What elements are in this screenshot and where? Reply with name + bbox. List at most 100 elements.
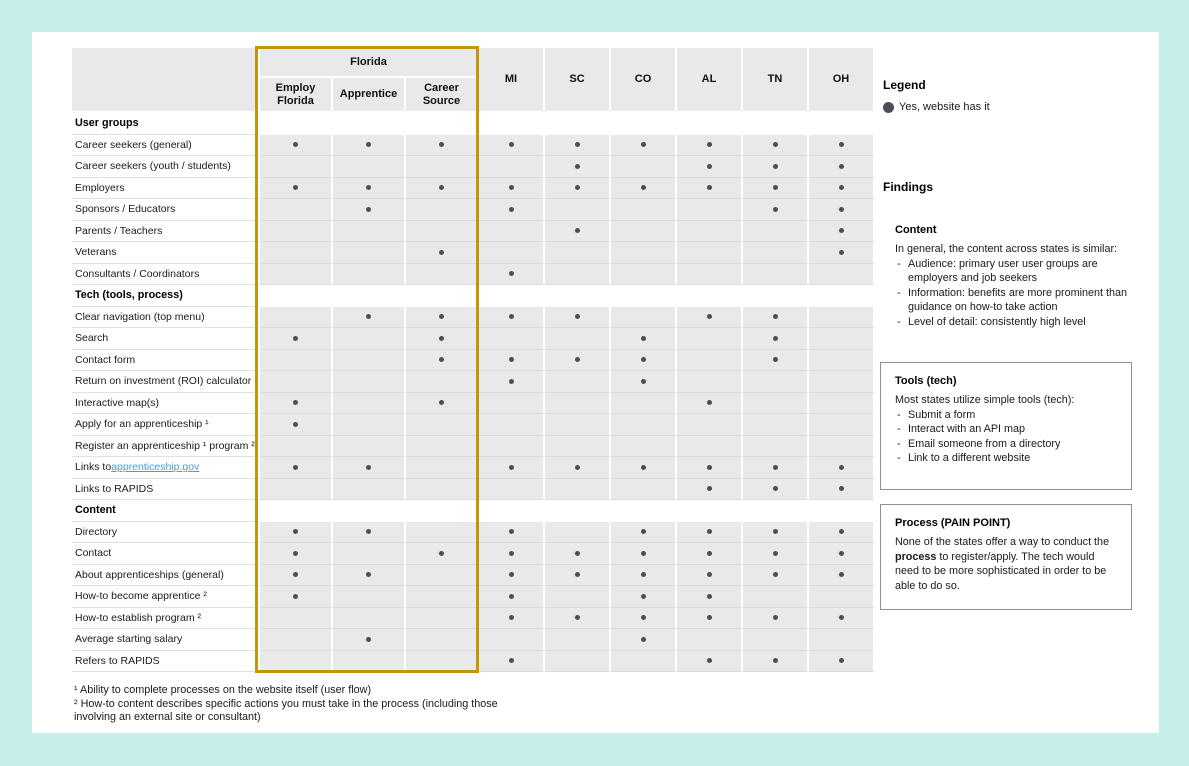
yes-dot — [293, 529, 298, 535]
matrix-cell — [743, 371, 809, 393]
findings-content-list: Audience: primary user user groups are e… — [895, 257, 1132, 330]
matrix-cell — [611, 650, 677, 672]
matrix-cell — [260, 478, 333, 500]
matrix-cell — [545, 435, 611, 457]
matrix-cell — [479, 263, 545, 285]
matrix-cell — [260, 414, 333, 436]
matrix-cell — [333, 414, 406, 436]
yes-dot — [574, 163, 580, 169]
matrix-cell — [611, 306, 677, 328]
yes-dot — [439, 142, 444, 148]
matrix-cell — [677, 328, 743, 350]
matrix-cell — [545, 199, 611, 221]
matrix-cell — [406, 478, 479, 500]
matrix-cell — [611, 263, 677, 285]
yes-dot — [706, 615, 712, 621]
matrix-cell — [545, 586, 611, 608]
yes-dot — [838, 163, 844, 169]
row-label: Apply for an apprenticeship ¹ — [72, 414, 260, 436]
yes-dot — [508, 550, 514, 556]
matrix-cell — [545, 220, 611, 242]
matrix-cell — [809, 564, 875, 586]
matrix-cell — [743, 414, 809, 436]
yes-dot — [366, 529, 371, 535]
yes-dot — [640, 550, 646, 556]
matrix-cell — [677, 392, 743, 414]
matrix-cell — [406, 263, 479, 285]
matrix-cell — [545, 457, 611, 479]
matrix-cell — [479, 220, 545, 242]
matrix-cell — [479, 650, 545, 672]
yes-dot — [838, 658, 844, 664]
findings-process-body: None of the states offer a way to conduc… — [895, 536, 1110, 592]
yes-dot — [574, 185, 580, 191]
footnotes: ¹ Ability to complete processes on the w… — [74, 684, 529, 725]
matrix-cell — [809, 328, 875, 350]
matrix-cell — [611, 435, 677, 457]
matrix-cell — [545, 414, 611, 436]
matrix-cell — [479, 586, 545, 608]
matrix-cell — [479, 414, 545, 436]
matrix-cell — [809, 306, 875, 328]
matrix-cell — [743, 543, 809, 565]
row-label: Refers to RAPIDS — [72, 650, 260, 672]
yes-dot — [706, 593, 712, 599]
matrix-cell — [333, 199, 406, 221]
matrix-cell — [260, 392, 333, 414]
matrix-cell — [677, 349, 743, 371]
matrix-cell — [406, 586, 479, 608]
matrix-cell — [677, 220, 743, 242]
matrix-cell — [611, 457, 677, 479]
yes-dot — [838, 464, 844, 470]
yes-dot — [838, 228, 844, 234]
apprenticeship-gov-link[interactable]: apprenticeship.gov — [111, 461, 200, 474]
matrix-cell — [260, 328, 333, 350]
yes-dot — [706, 185, 712, 191]
matrix-cell — [677, 156, 743, 178]
matrix-cell — [545, 177, 611, 199]
yes-dot — [508, 529, 514, 535]
matrix-cell — [743, 263, 809, 285]
matrix-cell — [611, 371, 677, 393]
section-label: Tech (tools, process) — [72, 285, 260, 307]
yes-dot — [640, 636, 646, 642]
row-label: Career seekers (general) — [72, 134, 260, 156]
column-header-tn: TN — [743, 48, 809, 113]
row-label: Veterans — [72, 242, 260, 264]
row-label: Interactive map(s) — [72, 392, 260, 414]
yes-dot — [293, 185, 298, 191]
matrix-cell — [260, 306, 333, 328]
matrix-cell — [611, 564, 677, 586]
row-label: How-to establish program ² — [72, 607, 260, 629]
finding-bullet: Level of detail: consistently high level — [895, 315, 1132, 330]
section-spacer-row — [260, 500, 875, 522]
matrix-cell — [260, 263, 333, 285]
matrix-cell — [677, 543, 743, 565]
matrix-cell — [611, 177, 677, 199]
matrix-cell — [743, 478, 809, 500]
matrix-cell — [677, 263, 743, 285]
row-label: Career seekers (youth / students) — [72, 156, 260, 178]
matrix-cell — [743, 457, 809, 479]
yes-dot-icon — [883, 101, 894, 113]
matrix-cell — [611, 199, 677, 221]
yes-dot — [293, 400, 298, 406]
matrix-cell — [677, 607, 743, 629]
yes-dot — [508, 658, 514, 664]
yes-dot — [640, 335, 646, 341]
matrix-cell — [677, 134, 743, 156]
findings-process-box: Process (PAIN POINT) None of the states … — [880, 504, 1132, 610]
legend-title: Legend — [883, 78, 926, 92]
findings-tools-title: Tools (tech) — [895, 375, 957, 387]
section-spacer-row — [260, 285, 875, 307]
yes-dot — [574, 228, 580, 234]
matrix-cell — [333, 607, 406, 629]
yes-dot — [293, 572, 298, 578]
matrix-cell — [479, 328, 545, 350]
matrix-cell — [809, 220, 875, 242]
yes-dot — [508, 593, 514, 599]
matrix-cell — [677, 478, 743, 500]
matrix-cell — [677, 650, 743, 672]
matrix-cell — [406, 543, 479, 565]
matrix-cell — [333, 263, 406, 285]
